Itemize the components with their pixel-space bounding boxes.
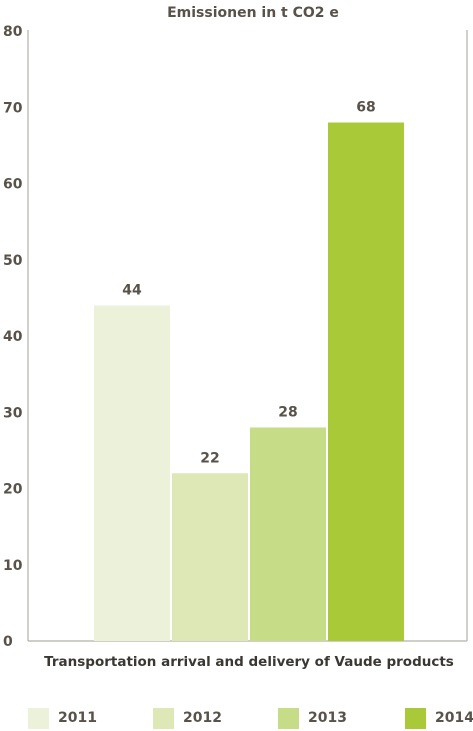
emissions-bar-chart: Emissionen in t CO2 e 01020304050607080 …	[3, 5, 468, 670]
y-tick-label: 70	[3, 100, 23, 116]
legend-label: 2012	[183, 710, 222, 726]
legend-swatch	[153, 707, 174, 729]
bar-2012	[172, 473, 248, 641]
data-labels: 44 22 28 68	[122, 100, 375, 467]
legend-item-2012: 2012	[153, 705, 222, 731]
bar-2014	[328, 122, 404, 641]
legend-swatch	[278, 707, 299, 729]
y-tick-label: 50	[3, 253, 23, 269]
chart-title: Emissionen in t CO2 e	[167, 5, 339, 21]
x-axis-label: Transportation arrival and delivery of V…	[44, 654, 454, 670]
y-tick-label: 60	[3, 177, 23, 193]
legend-item-2011: 2011	[28, 705, 97, 731]
y-tick-label: 80	[3, 24, 23, 40]
y-tick-labels: 0 10 20 30 40 50 60 70 80	[3, 24, 23, 650]
legend-item-2014: 2014	[405, 705, 473, 731]
legend-item-2013: 2013	[278, 705, 347, 731]
bar-2011	[94, 305, 170, 641]
bar-2013	[250, 427, 326, 641]
legend-label: 2011	[58, 710, 97, 726]
data-label-2013: 28	[278, 405, 297, 421]
legend-label: 2014	[435, 710, 473, 726]
y-tick-label: 20	[3, 482, 23, 498]
data-label-2012: 22	[200, 450, 219, 466]
y-tick-label: 0	[3, 634, 13, 650]
y-tick-label: 10	[3, 558, 23, 574]
legend-swatch	[28, 707, 49, 729]
data-label-2014: 68	[356, 100, 375, 116]
y-tick-label: 30	[3, 405, 23, 421]
legend: 2011 2012 2013 2014	[0, 705, 473, 731]
legend-label: 2013	[308, 710, 347, 726]
data-label-2011: 44	[122, 283, 142, 299]
y-tick-label: 40	[3, 329, 23, 345]
bars	[94, 122, 404, 641]
legend-swatch	[405, 707, 426, 729]
